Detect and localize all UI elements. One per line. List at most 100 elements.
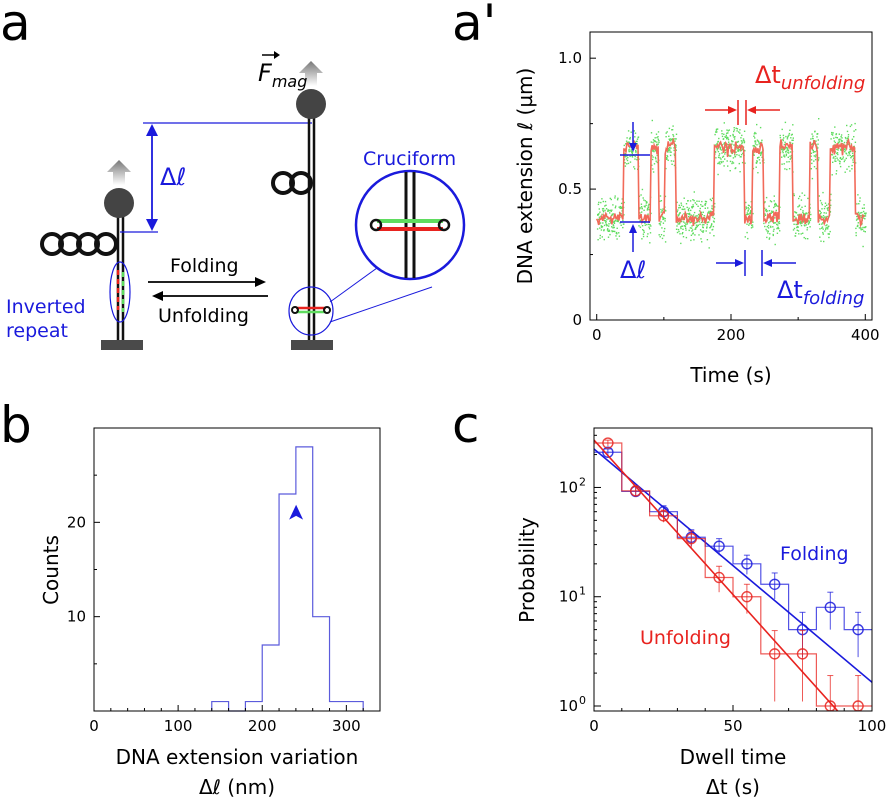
trace-point: [854, 162, 857, 164]
trace-point: [710, 211, 712, 213]
trace-point: [646, 223, 648, 226]
trace-point: [711, 205, 713, 207]
trace-point: [739, 171, 741, 173]
trace-point: [835, 133, 838, 135]
trace-point: [696, 215, 698, 217]
trace-point: [800, 199, 803, 201]
trace-point: [671, 163, 673, 165]
trace-point: [834, 141, 836, 144]
trace-point: [658, 139, 660, 142]
trace-point: [828, 236, 830, 239]
trace-point: [712, 228, 714, 231]
trace-point: [739, 132, 741, 134]
trace-point: [641, 188, 644, 191]
trace-point: [786, 136, 789, 139]
trace-point: [758, 143, 760, 145]
trace-point: [772, 234, 774, 237]
magnetic-bead-right: [296, 89, 326, 119]
trace-point: [789, 158, 791, 160]
trace-point: [775, 203, 777, 205]
trace-point: [625, 158, 628, 160]
trace-point: [715, 144, 717, 146]
dna-construct-folded: Fmag: [258, 51, 334, 350]
trace-point: [670, 151, 672, 153]
trace-point: [629, 138, 631, 140]
trace-point: [744, 236, 746, 238]
trace-point: [612, 225, 615, 227]
y-tick-label: 10: [559, 697, 578, 715]
trace-point: [763, 207, 766, 209]
trace-point: [647, 205, 649, 207]
trace-point: [644, 206, 646, 208]
data-marker: [602, 437, 614, 449]
trace-point: [754, 143, 757, 145]
trace-point: [803, 212, 805, 215]
trace-point: [804, 225, 806, 227]
trace-point: [708, 210, 710, 213]
trace-point: [735, 127, 737, 129]
trace-point: [864, 215, 867, 217]
trace-point: [807, 238, 809, 240]
trace-point: [758, 156, 760, 158]
trace-point: [609, 209, 611, 211]
trace-point: [855, 219, 858, 221]
trace-point: [611, 214, 614, 216]
trace-point: [737, 140, 740, 143]
trace-point: [862, 210, 865, 213]
trace-point: [817, 139, 819, 141]
trace-point: [686, 206, 688, 209]
trace-point: [697, 205, 699, 207]
panel-label-a-prime: a': [452, 0, 496, 52]
trace-point: [792, 229, 795, 231]
trace-point: [755, 162, 758, 164]
trace-point: [706, 227, 708, 229]
trace-point: [862, 217, 865, 219]
trace-point: [692, 205, 695, 208]
trace-point: [675, 149, 677, 151]
trace-point: [660, 200, 663, 202]
trace-point: [667, 159, 669, 161]
trace-point: [598, 213, 600, 215]
trace-point: [740, 140, 743, 142]
trace-point: [849, 150, 852, 153]
trace-point: [679, 212, 681, 214]
trace-point: [652, 141, 654, 144]
trace-point: [753, 133, 756, 135]
trace-point: [743, 139, 745, 142]
trace-point: [675, 133, 678, 135]
trace-point: [619, 205, 622, 208]
trace-point: [731, 162, 733, 165]
trace-point: [668, 135, 670, 137]
trace-point: [719, 163, 721, 165]
trace-point: [755, 141, 757, 143]
trace-point: [845, 157, 847, 160]
trace-point: [826, 215, 828, 218]
x-tick-label: 50: [723, 717, 742, 735]
trace-point: [613, 226, 615, 229]
trace-point: [728, 146, 731, 149]
trace-point: [608, 229, 610, 231]
trace-point: [846, 139, 848, 142]
trace-point: [648, 203, 650, 206]
trace-point: [769, 200, 772, 202]
y-axis-label-a-prime: DNA extension ℓ (µm): [513, 68, 537, 285]
trace-point: [611, 230, 614, 233]
trace-point: [797, 206, 799, 208]
trace-point: [707, 207, 709, 209]
trace-point: [724, 136, 726, 138]
x-axis-label-b: DNA extension variation: [116, 745, 359, 769]
trace-point: [687, 213, 689, 215]
trace-point: [778, 218, 780, 220]
trace-point: [745, 206, 747, 208]
trace-point: [812, 135, 814, 137]
panel-label-b: b: [0, 396, 32, 454]
x-tick-label: 0: [89, 717, 99, 735]
trace-point: [677, 221, 679, 224]
trace-point: [683, 213, 685, 215]
trace-point: [717, 140, 719, 143]
trace-point: [822, 233, 824, 235]
trace-point: [689, 213, 691, 216]
trace-point: [734, 155, 737, 158]
trace-point: [739, 129, 741, 131]
trace-point: [811, 133, 813, 135]
